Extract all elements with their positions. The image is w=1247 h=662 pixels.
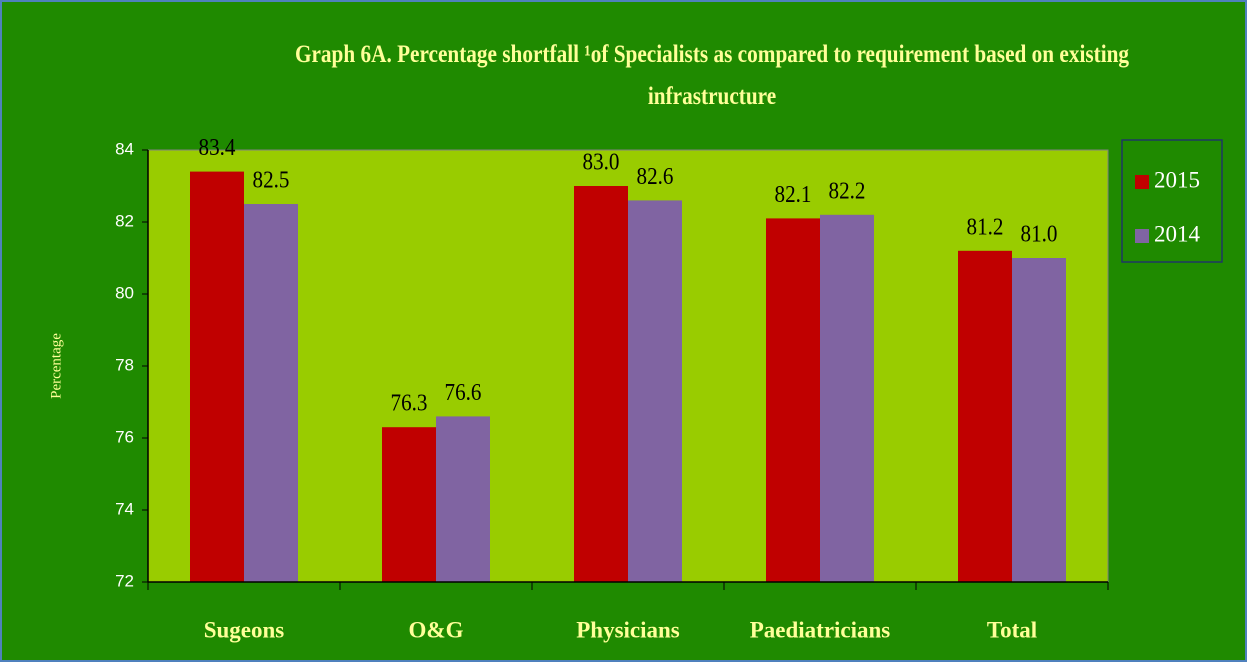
value-label: 82.1 bbox=[775, 181, 812, 208]
legend-swatch bbox=[1135, 229, 1149, 243]
y-tick-label: 82 bbox=[115, 211, 134, 230]
bar bbox=[628, 200, 682, 582]
value-label: 83.4 bbox=[199, 134, 236, 161]
value-label: 81.2 bbox=[967, 213, 1004, 240]
x-tick-label: Physicians bbox=[576, 617, 680, 642]
y-tick-label: 78 bbox=[115, 355, 134, 374]
bar bbox=[244, 204, 298, 582]
bar bbox=[958, 250, 1012, 583]
legend-label: 2015 bbox=[1154, 167, 1200, 192]
x-tick-label: Sugeons bbox=[204, 617, 285, 642]
y-tick-label: 72 bbox=[115, 571, 134, 590]
value-label: 82.6 bbox=[637, 163, 674, 190]
x-tick-label: Total bbox=[987, 617, 1037, 642]
bar bbox=[766, 218, 820, 582]
value-label: 83.0 bbox=[583, 148, 620, 175]
value-label: 82.5 bbox=[253, 166, 290, 193]
chart-title: Graph 6A. Percentage shortfall ¹of Speci… bbox=[294, 41, 1130, 110]
bar bbox=[436, 416, 490, 582]
y-axis-label: Percentage bbox=[48, 333, 64, 399]
y-tick-label: 84 bbox=[115, 139, 134, 158]
x-tick-label: O&G bbox=[409, 617, 464, 642]
y-tick-label: 76 bbox=[115, 427, 134, 446]
bar bbox=[1012, 258, 1066, 582]
bar bbox=[190, 171, 244, 582]
value-label: 76.3 bbox=[391, 389, 428, 416]
bar bbox=[574, 186, 628, 582]
legend-label: 2014 bbox=[1154, 221, 1201, 246]
value-label: 81.0 bbox=[1021, 220, 1058, 247]
value-label: 82.2 bbox=[829, 177, 866, 204]
y-tick-label: 74 bbox=[115, 499, 134, 518]
legend-swatch bbox=[1135, 175, 1149, 189]
legend-box bbox=[1121, 139, 1223, 263]
x-tick-label: Paediatricians bbox=[750, 617, 891, 642]
y-tick-label: 80 bbox=[115, 283, 134, 302]
bar bbox=[382, 427, 436, 582]
bar bbox=[820, 214, 874, 583]
value-label: 76.6 bbox=[445, 379, 482, 406]
